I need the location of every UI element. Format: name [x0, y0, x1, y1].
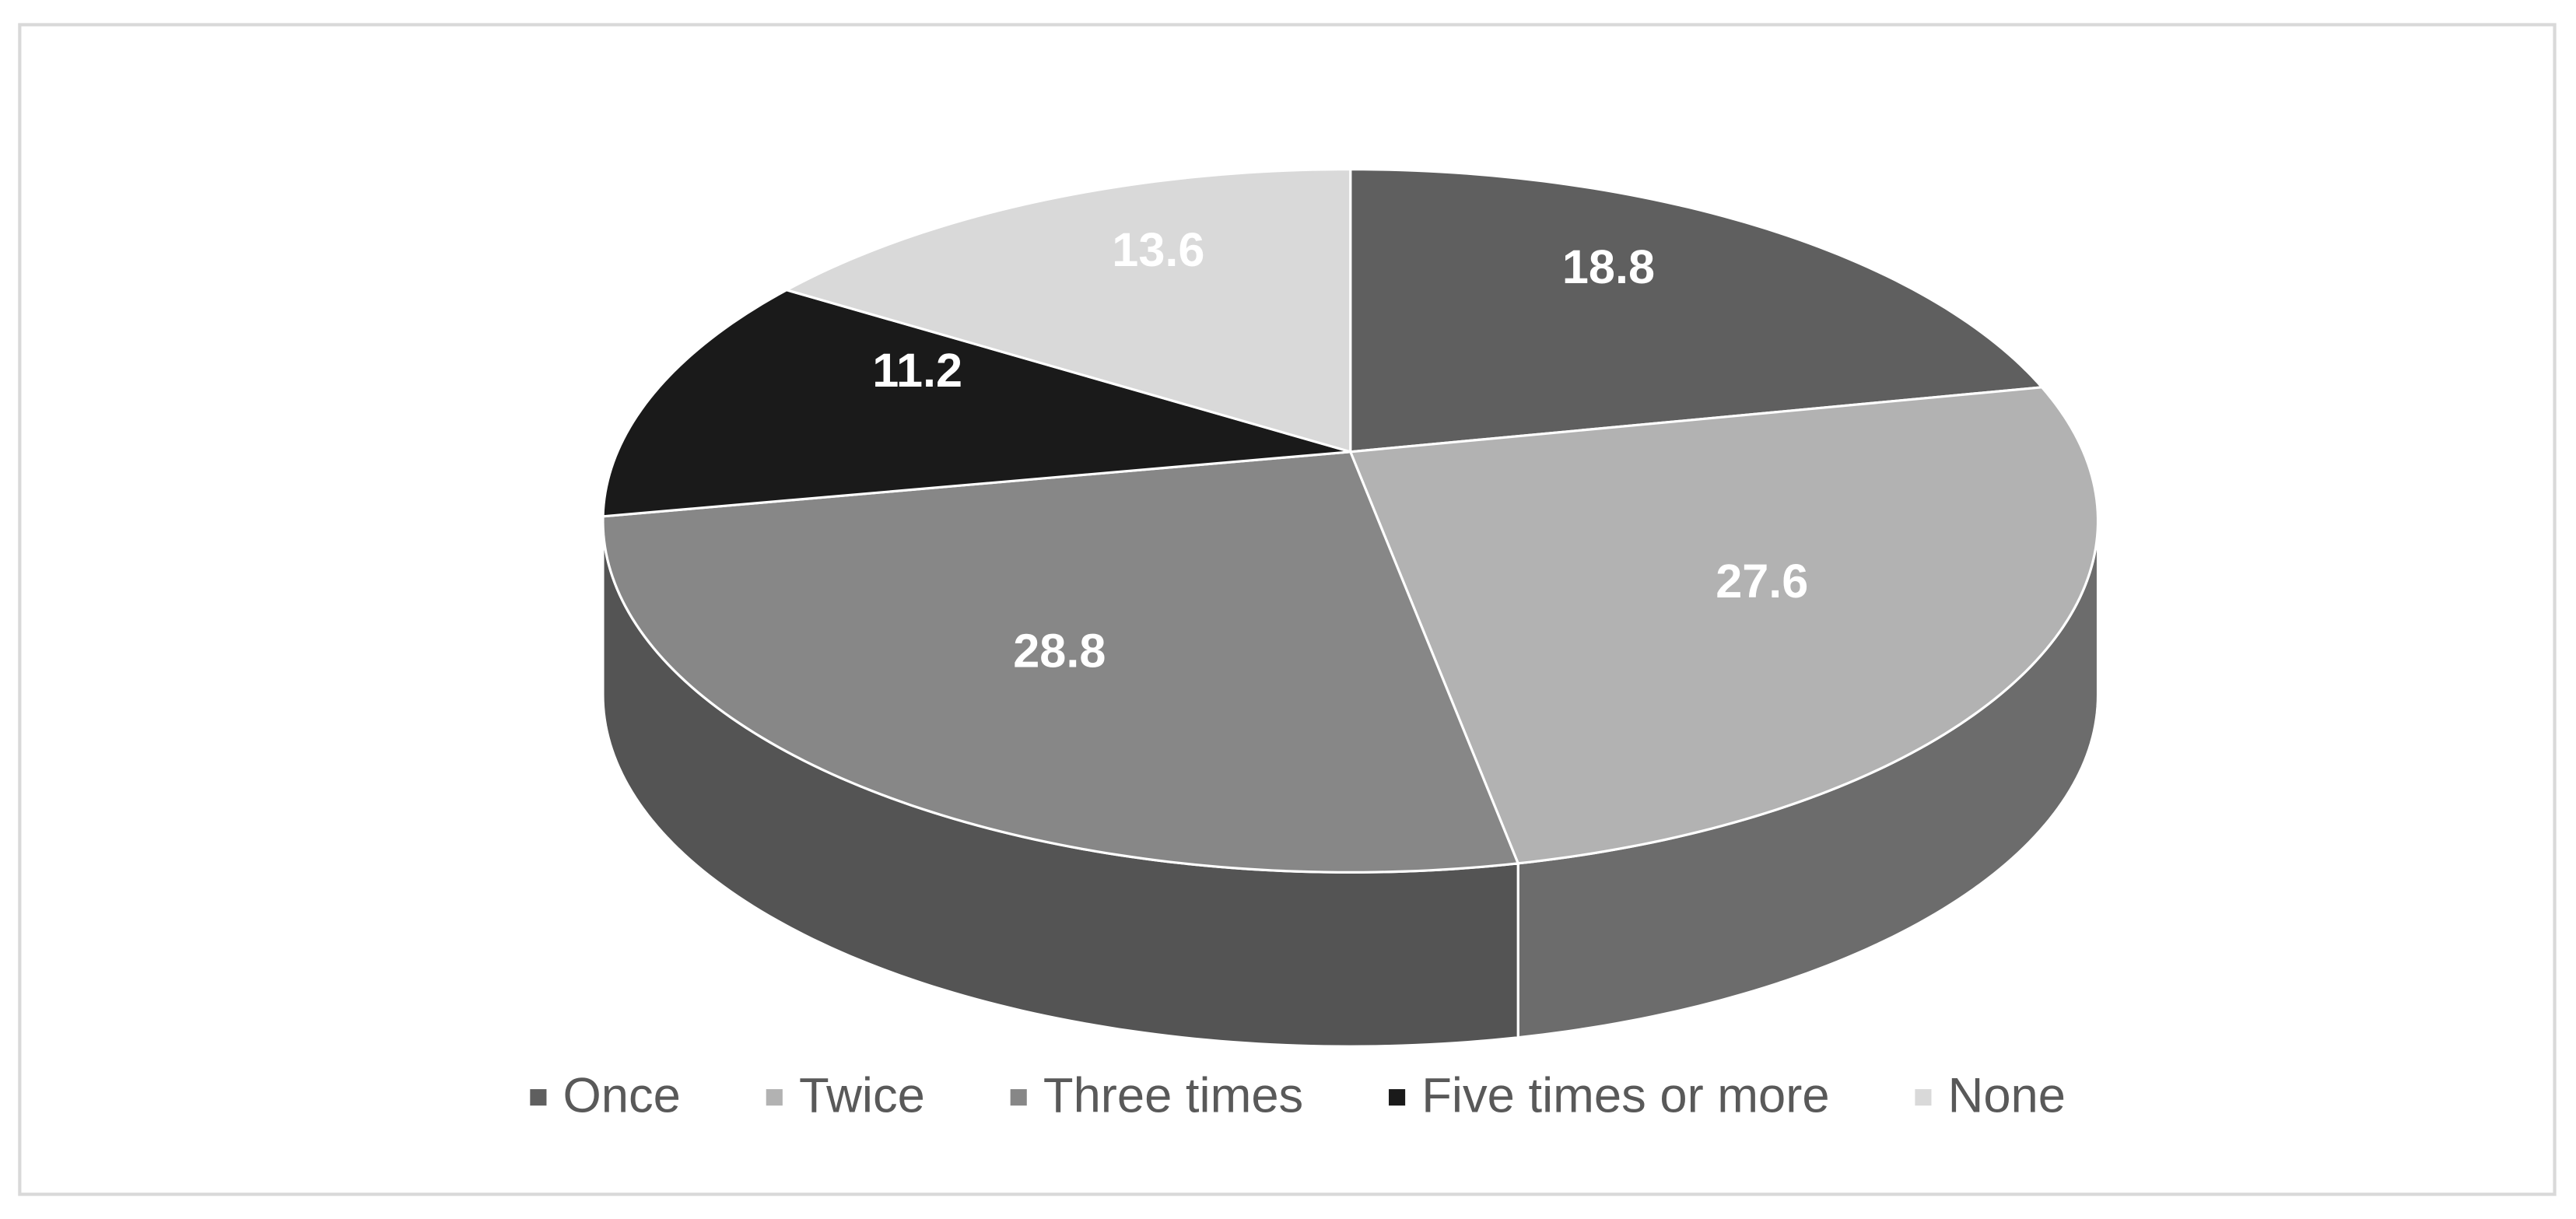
pie-slice: [1349, 167, 2045, 454]
legend-label: None: [1948, 1068, 2066, 1123]
data-label: 13.6: [1112, 223, 1204, 276]
legend-item: Once: [530, 1068, 681, 1123]
data-label: 28.8: [1013, 624, 1106, 677]
data-label: 11.2: [872, 344, 962, 397]
pie-slice: [783, 167, 1352, 454]
legend-marker: [530, 1089, 547, 1106]
legend-label: Twice: [799, 1068, 925, 1123]
legend-marker: [766, 1089, 783, 1106]
legend-marker: [1389, 1089, 1406, 1106]
legend-label: Three times: [1043, 1068, 1303, 1123]
legend-item: Twice: [766, 1068, 925, 1123]
legend-label: Once: [563, 1068, 681, 1123]
data-label: 18.8: [1562, 240, 1655, 293]
legend-marker: [1915, 1089, 1932, 1106]
pie-slice: [1348, 386, 2100, 865]
legend-item: Three times: [1010, 1068, 1303, 1123]
pie-slice: [601, 450, 1520, 874]
data-label: 27.6: [1716, 555, 1808, 608]
pie: 18.8 27.6 28.8 11.2 13.6: [601, 167, 2100, 1048]
legend: Once Twice Three times Five times or more No…: [530, 1068, 2066, 1123]
legend-item: None: [1915, 1068, 2066, 1123]
legend-label: Five times or more: [1421, 1068, 1829, 1123]
legend-marker: [1010, 1089, 1027, 1106]
pie-slice: [601, 289, 1351, 518]
legend-item: Five times or more: [1389, 1068, 1830, 1123]
